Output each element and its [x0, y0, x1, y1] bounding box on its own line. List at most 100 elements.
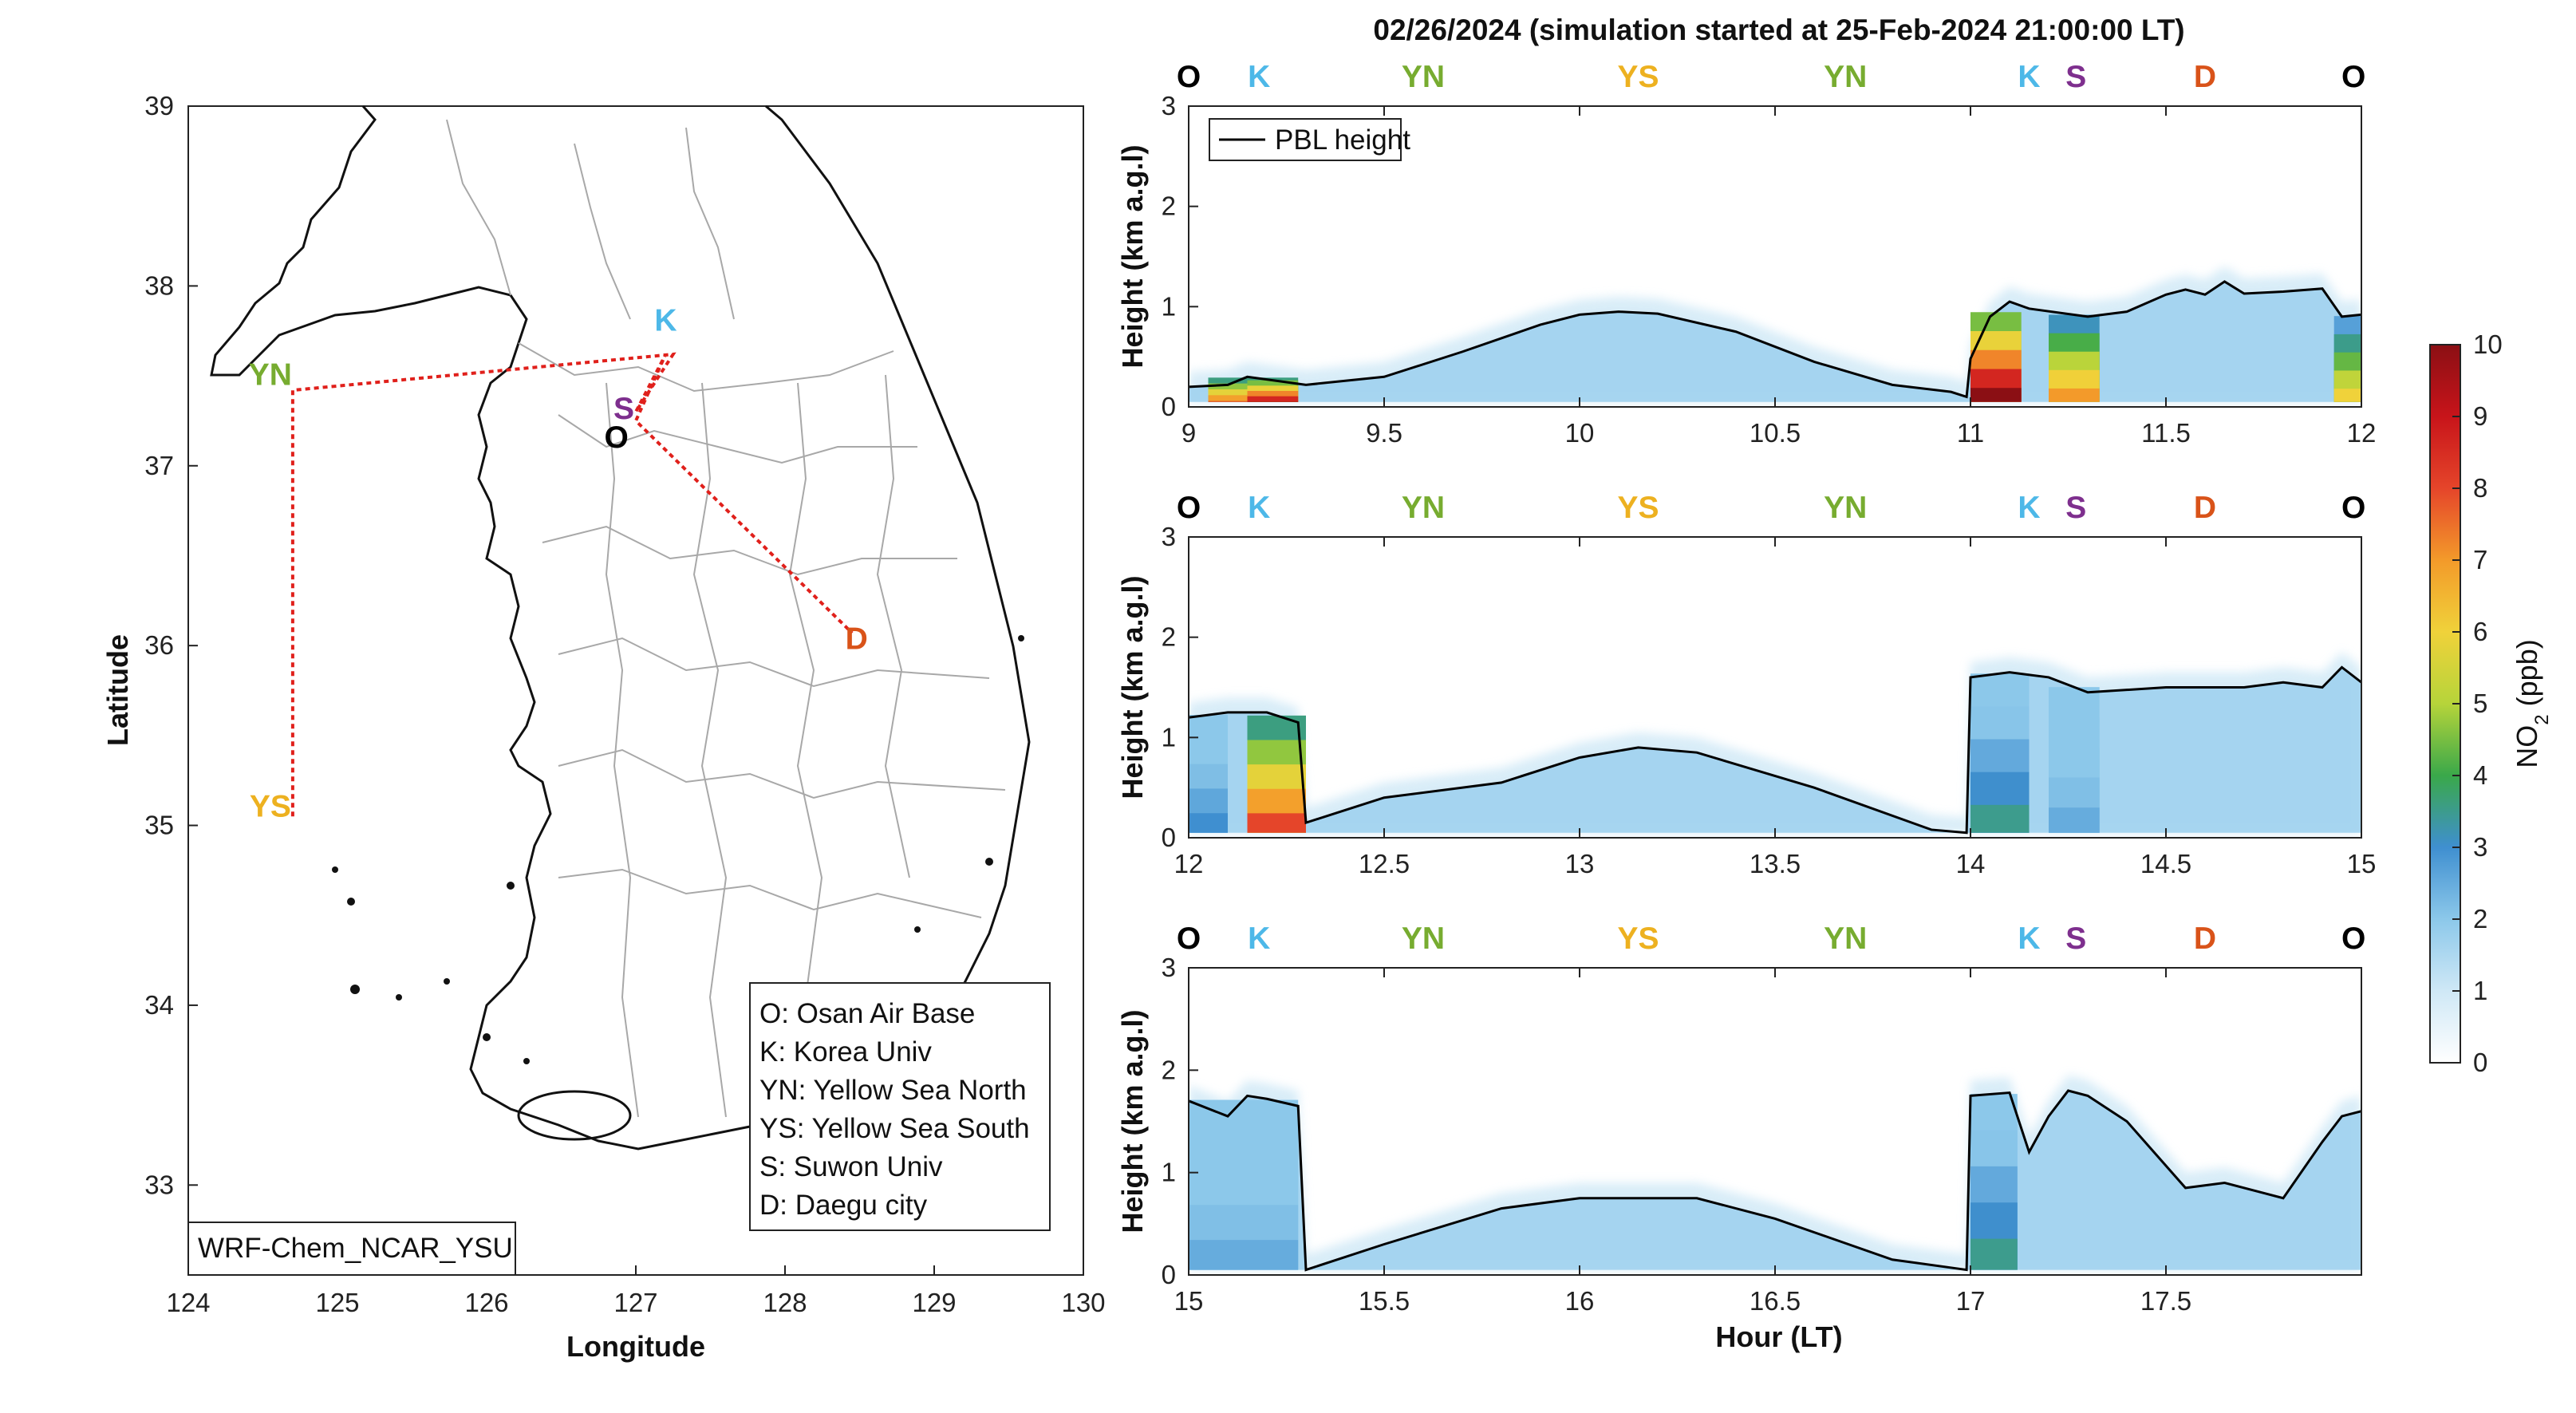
colorbar-tick-label: 7 [2473, 545, 2487, 574]
site-marker-yn: YN [1402, 491, 1445, 525]
colorbar-label: NO2 (ppb) [2511, 639, 2553, 768]
site-marker-ys: YS [1617, 491, 1659, 525]
pbl-height-line [1189, 665, 2361, 835]
korea-coastline [210, 105, 1031, 1151]
map-x-tick-label: 129 [912, 1288, 956, 1317]
colorbar-tick-label: 0 [2473, 1048, 2487, 1077]
x-tick-label: 17.5 [2140, 1286, 2191, 1316]
site-labels: K YN SO D YS [249, 304, 868, 824]
site-marker-k: K [2018, 60, 2040, 94]
pbl-height-line [1189, 1089, 2361, 1272]
no2-segment [1970, 1094, 2018, 1270]
no2-cell [1189, 1240, 1299, 1270]
y-tick-label: 1 [1162, 291, 1176, 321]
map-y-tick-label: 37 [144, 451, 174, 480]
site-label-s: S [613, 392, 634, 426]
y-tick-label: 1 [1162, 722, 1176, 752]
map-y-tick-label: 33 [144, 1170, 174, 1199]
y-tick-label: 0 [1162, 392, 1176, 421]
x-tick-label: 10 [1565, 418, 1595, 448]
site-marker-s: S [2065, 491, 2086, 525]
site-marker-o: O [1177, 491, 1201, 525]
no2-segment [2049, 314, 2100, 402]
site-marker-ys: YS [1617, 922, 1659, 956]
x-tick-label: 11 [1957, 418, 1984, 448]
colorbar-tick-label: 4 [2473, 760, 2487, 790]
curtain-panel-3: 15 15.5 16 16.5 17 17.5 0 1 2 3 Height (km a.g.l) O… [1116, 922, 2365, 1316]
map-x-tick-label: 128 [763, 1288, 807, 1317]
site-marker-yn: YN [1402, 60, 1445, 94]
map-y-tick-label: 35 [144, 811, 174, 840]
site-marker-o: O [1177, 60, 1201, 94]
no2-cell [2333, 389, 2361, 402]
y-axis-label: Height (km a.g.l) [1116, 575, 1149, 799]
site-marker-o: O [2341, 922, 2365, 956]
site-marker-d: D [2194, 60, 2216, 94]
colorbar-tick-label: 8 [2473, 473, 2487, 503]
site-marker-k: K [1248, 922, 1270, 956]
x-tick-label: 12 [2347, 418, 2377, 448]
no2-segment [1247, 715, 1306, 833]
x-tick-label: 16.5 [1750, 1286, 1801, 1316]
no2-segment [2049, 687, 2100, 833]
site-marker-k: K [2018, 491, 2040, 525]
map-y-tick-label: 36 [144, 630, 174, 660]
x-tick-label: 15.5 [1359, 1286, 1410, 1316]
site-marker-s: S [2065, 922, 2086, 956]
y-tick-label: 3 [1162, 522, 1176, 551]
x-tick-label: 15 [2347, 849, 2377, 878]
site-label-d: D [846, 622, 868, 657]
no2-field [1189, 652, 2361, 835]
site-marker-ys: YS [1617, 60, 1659, 94]
x-tick-label: 11.5 [2141, 418, 2191, 448]
admin-boundaries [446, 119, 1006, 1118]
map-y-tick-label: 38 [144, 270, 174, 300]
model-label: WRF-Chem_NCAR_YSU [198, 1233, 513, 1264]
site-legend-entry: YN: Yellow Sea North [759, 1075, 1027, 1106]
site-marker-d: D [2194, 491, 2216, 525]
y-tick-label: 3 [1162, 91, 1176, 120]
site-legend-entry: D: Daegu city [759, 1190, 928, 1221]
x-tick-label: 13.5 [1750, 849, 1801, 878]
map-x-tick-label: 125 [315, 1288, 359, 1317]
y-axis-label: Height (km a.g.l) [1116, 1009, 1149, 1233]
site-label-yn: YN [249, 357, 292, 392]
x-axis-label-hour: Hour (LT) [1715, 1320, 1842, 1353]
site-legend-entry: O: Osan Air Base [759, 998, 975, 1029]
colorbar-tick-label: 5 [2473, 689, 2487, 718]
no2-segment [1189, 1099, 1299, 1270]
site-marker-yn: YN [1824, 922, 1867, 956]
site-marker-d: D [2194, 922, 2216, 956]
map-y-tick-label: 39 [144, 91, 174, 120]
map-y-axis-label: Latitude [101, 634, 134, 746]
x-tick-label: 9.5 [1366, 418, 1402, 448]
map-x-tick-label: 127 [613, 1288, 657, 1317]
site-legend-box [749, 982, 1051, 1231]
site-marker-k: K [2018, 922, 2040, 956]
no2-segment [1970, 312, 2022, 402]
x-tick-label: 9 [1181, 418, 1196, 448]
x-tick-label: 10.5 [1750, 418, 1801, 448]
map-x-tick-label: 124 [166, 1288, 210, 1317]
no2-field [1189, 266, 2361, 402]
y-tick-label: 0 [1162, 1260, 1176, 1289]
map-x-tick-label: 130 [1061, 1288, 1105, 1317]
y-tick-label: 2 [1162, 1055, 1176, 1084]
y-tick-label: 1 [1162, 1158, 1176, 1187]
no2-cell [2049, 388, 2100, 402]
colorbar-tick-label: 6 [2473, 617, 2487, 646]
site-label-ys: YS [250, 789, 291, 823]
site-legend-entry: K: Korea Univ [759, 1036, 932, 1068]
colorbar-ticks: 0 1 2 3 4 5 6 7 8 9 10 [2452, 330, 2503, 1077]
no2-cell [1970, 1238, 2018, 1270]
figure-title: 02/26/2024 (simulation started at 25-Feb… [1373, 14, 2184, 46]
site-label-k: K [654, 304, 677, 338]
x-tick-label: 13 [1565, 849, 1595, 878]
y-tick-label: 3 [1162, 953, 1176, 982]
map-panel: 124 125 126 127 128 129 130 33 34 35 36 37 38 39 [101, 91, 1106, 1363]
map-ticks: 124 125 126 127 128 129 130 33 34 35 36 37 38 39 [144, 91, 1105, 1317]
site-marker-o: O [1177, 922, 1201, 956]
model-label-box [187, 1222, 516, 1276]
